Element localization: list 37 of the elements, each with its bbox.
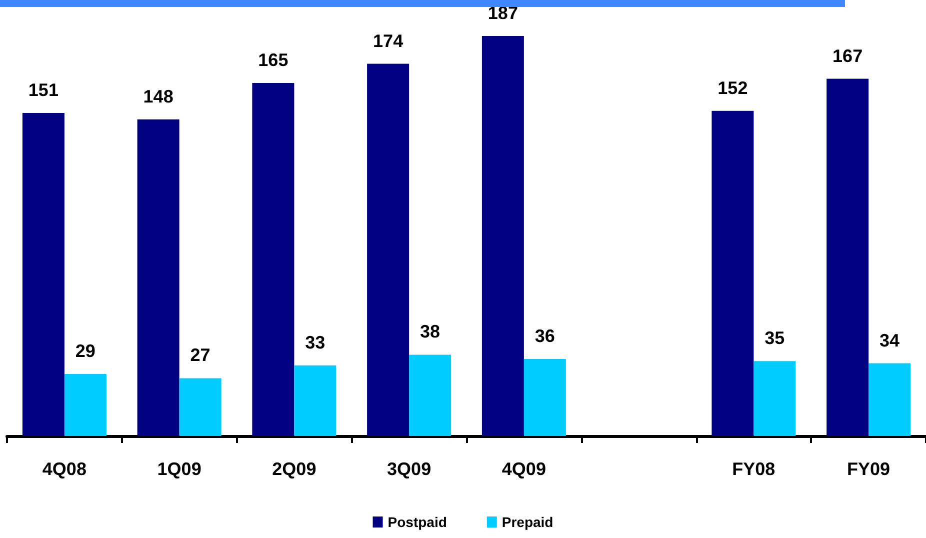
bar xyxy=(524,358,566,436)
bar xyxy=(294,365,336,436)
bar xyxy=(712,110,754,436)
legend-label: Postpaid xyxy=(388,514,447,530)
bar xyxy=(482,36,524,436)
bar xyxy=(64,374,106,436)
data-label: 167 xyxy=(832,46,863,66)
bar xyxy=(367,64,410,436)
data-label: 29 xyxy=(75,340,96,361)
data-label: 38 xyxy=(420,322,440,342)
data-label: 36 xyxy=(534,326,555,346)
bar xyxy=(826,78,869,436)
x-tick-label: 4Q08 xyxy=(42,459,86,479)
bar xyxy=(252,83,294,436)
bar xyxy=(137,119,180,436)
data-label: 187 xyxy=(488,3,518,23)
x-tick-label: 1Q09 xyxy=(157,459,202,479)
data-label: 33 xyxy=(305,332,326,352)
x-tick-label: FY08 xyxy=(732,459,776,479)
bar xyxy=(409,354,452,436)
data-label: 152 xyxy=(718,78,748,98)
x-tick-label: FY09 xyxy=(847,459,890,479)
bar xyxy=(22,113,64,436)
bar xyxy=(754,361,796,436)
data-label: 165 xyxy=(258,50,288,70)
data-label: 151 xyxy=(28,80,58,100)
data-label: 27 xyxy=(190,345,210,366)
x-tick-label: 4Q09 xyxy=(502,459,546,479)
data-label: 174 xyxy=(373,30,404,51)
x-tick-label: 3Q09 xyxy=(387,459,432,479)
bar xyxy=(179,378,222,436)
data-label: 34 xyxy=(880,330,900,350)
data-label: 35 xyxy=(764,328,785,348)
bar xyxy=(868,363,911,436)
x-tick-label: 2Q09 xyxy=(272,459,316,479)
data-label: 148 xyxy=(143,86,174,106)
legend-label: Prepaid xyxy=(502,514,554,530)
